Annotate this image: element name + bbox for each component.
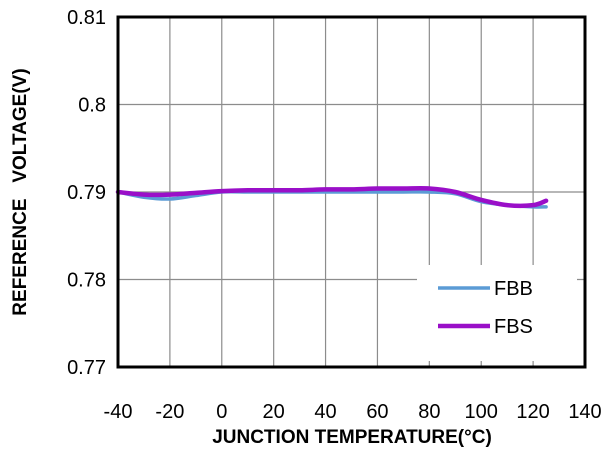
x-tick-label: 120 xyxy=(516,401,549,423)
legend-label-fbs: FBS xyxy=(494,316,533,338)
y-tick-label: 0.77 xyxy=(67,357,106,379)
series-layer xyxy=(115,185,549,209)
plot-area-frame xyxy=(116,15,587,369)
x-axis-ticks: -40 -20 0 20 40 60 80 100 120 140 xyxy=(104,401,602,423)
series-line-fbs xyxy=(115,185,549,208)
x-tick-label: 40 xyxy=(314,401,336,423)
x-tick-label: -40 xyxy=(104,401,133,423)
x-tick-label: -20 xyxy=(155,401,184,423)
y-tick-label: 0.78 xyxy=(67,270,106,292)
legend-label-fbb: FBB xyxy=(494,278,533,300)
x-tick-label: 80 xyxy=(418,401,440,423)
y-tick-label: 0.79 xyxy=(67,182,106,204)
x-axis-title: JUNCTION TEMPERATURE(°C) xyxy=(212,427,492,448)
x-tick-label: 100 xyxy=(465,401,498,423)
y-axis-title: REFERENCE VOLTAGE(V) xyxy=(10,68,31,315)
y-axis-ticks: 0.81 0.8 0.79 0.78 0.77 xyxy=(67,7,106,379)
x-tick-label: 20 xyxy=(263,401,285,423)
y-tick-label: 0.81 xyxy=(67,7,106,29)
legend: FBB FBS xyxy=(417,265,577,361)
x-tick-label: 140 xyxy=(568,401,601,423)
y-tick-label: 0.8 xyxy=(78,95,106,117)
legend-background xyxy=(417,265,577,361)
x-tick-label: 0 xyxy=(216,401,227,423)
x-tick-label: 60 xyxy=(366,401,388,423)
